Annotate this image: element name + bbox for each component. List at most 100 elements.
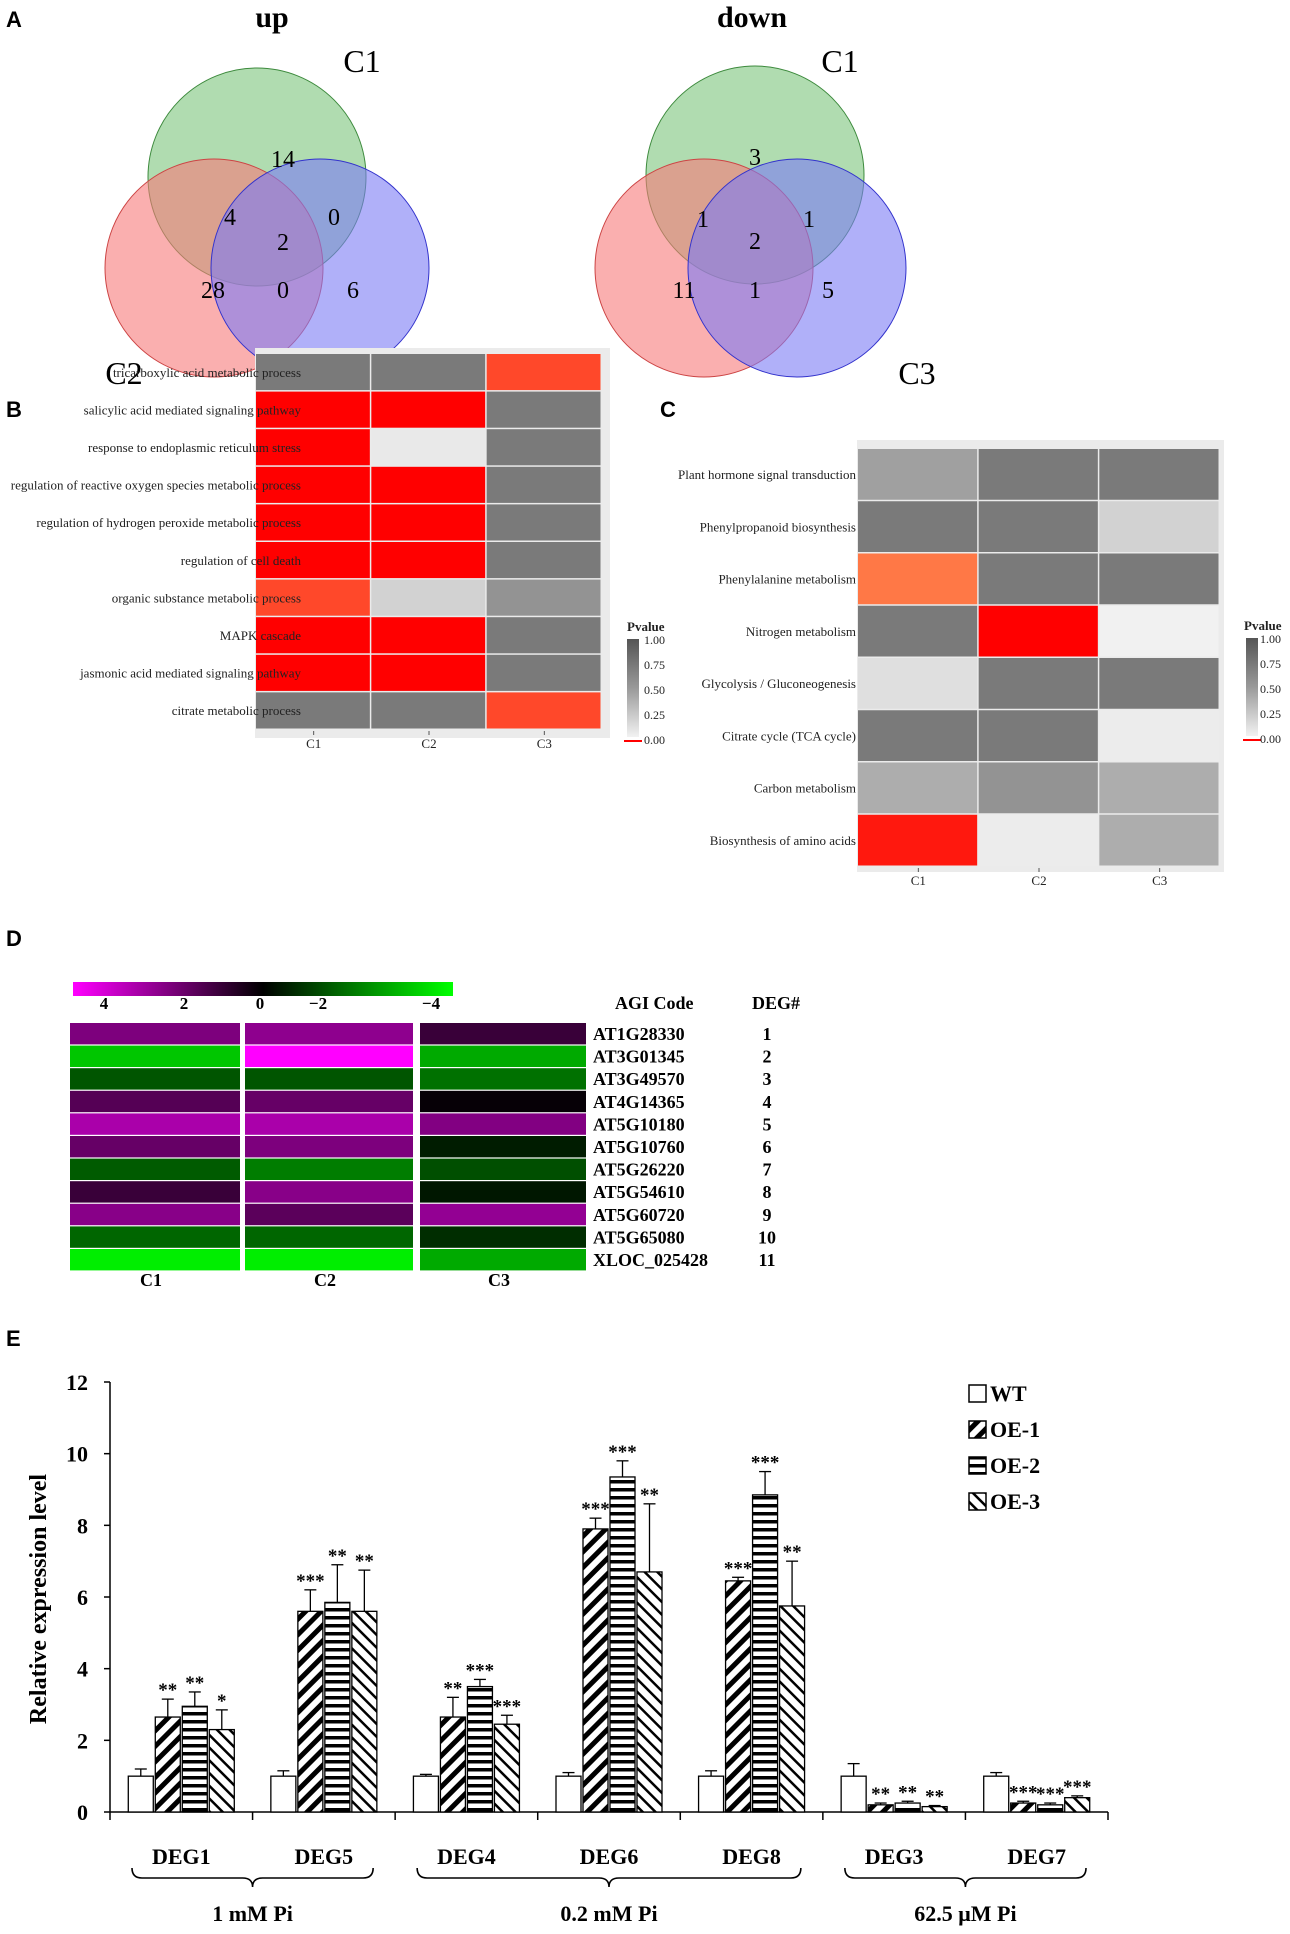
heatmap-b-row-label: tricarboxylic acid metabolic process: [113, 365, 301, 380]
heatmap-d-header-deg: DEG#: [752, 993, 800, 1013]
significance-label: ***: [751, 1453, 780, 1474]
heatmap-c-cell: [978, 553, 1098, 605]
heatmap-b-row-label: regulation of reactive oxygen species me…: [11, 478, 301, 493]
heatmap-b-cell: [486, 654, 601, 691]
heatmap-c-legend-tick: 0.25: [1260, 707, 1281, 721]
heatmap-c-col-label: C1: [911, 873, 926, 888]
heatmap-c-cell: [978, 814, 1098, 866]
heatmap-b-cell: [486, 542, 601, 579]
heatmap-d-cell: [245, 1136, 413, 1158]
heatmap-c-cell: [858, 658, 978, 709]
venn-down-count-c2-c3: 1: [749, 278, 761, 304]
heatmap-d-deg-number: 7: [763, 1160, 772, 1180]
bar-oe2-deg3: [894, 1802, 921, 1813]
heatmap-c-legend-tick: 0.75: [1260, 657, 1281, 671]
heatmap-b-row-label: citrate metabolic process: [172, 703, 301, 718]
heatmap-b-cell: [486, 429, 601, 466]
heatmap-d-deg-number: 10: [758, 1227, 776, 1247]
heatmap-d-cell: [245, 1023, 413, 1045]
heatmap-d-agi-code: AT5G54610: [593, 1182, 685, 1202]
significance-label: **: [443, 1678, 462, 1699]
significance-label: **: [158, 1680, 177, 1701]
group-brace: [416, 1867, 802, 1888]
heatmap-d-cell: [420, 1249, 586, 1271]
heatmap-d-deg-number: 11: [758, 1250, 775, 1270]
heatmap-d-deg-number: 9: [763, 1205, 772, 1225]
y-axis-tick-label: 4: [77, 1657, 88, 1682]
bar-oe2-deg5: [324, 1601, 351, 1813]
x-axis-category-label: DEG4: [437, 1844, 496, 1869]
heatmap-d-cell: [420, 1181, 586, 1203]
heatmap-b-cell: [371, 692, 486, 729]
legend-label-wt: WT: [990, 1381, 1027, 1406]
heatmap-b-row-label: regulation of hydrogen peroxide metaboli…: [36, 515, 301, 530]
x-axis-category-label: DEG8: [722, 1844, 781, 1869]
heatmap-c-cell: [1099, 553, 1219, 605]
heatmap-c-row-label: Phenylpropanoid biosynthesis: [700, 519, 856, 534]
heatmap-d-agi-code: AT5G26220: [593, 1160, 685, 1180]
heatmap-b-cell: [486, 692, 601, 729]
heatmap-c-legend-colorbar: [1246, 638, 1258, 736]
heatmap-d-cell: [70, 1090, 240, 1113]
heatmap-b-row-label: jasmonic acid mediated signaling pathway: [79, 666, 301, 681]
bar-oe3-deg6: [636, 1571, 663, 1813]
x-axis-category-label: DEG5: [295, 1844, 354, 1869]
heatmap-d-cell: [70, 1136, 240, 1158]
bar-oe2-deg4: [466, 1685, 494, 1813]
legend-swatch-oe1: [968, 1420, 987, 1439]
heatmap-d-cell: [70, 1249, 240, 1271]
x-axis-category-label: DEG3: [865, 1844, 924, 1869]
bar-wt-deg7: [983, 1775, 1010, 1813]
heatmap-c-cell: [858, 710, 978, 761]
significance-label: *: [217, 1691, 227, 1712]
heatmap-c-row-label: Nitrogen metabolism: [746, 624, 856, 639]
heatmap-d-agi-code: AT5G60720: [593, 1205, 685, 1225]
heatmap-d-col-label: C2: [314, 1270, 336, 1290]
heatmap-c-cell: [978, 710, 1098, 761]
venn-down-label-c1: C1: [821, 43, 858, 79]
heatmap-d-cell: [245, 1181, 413, 1203]
heatmap-b-cell: [256, 354, 370, 391]
bar-oe1-deg1: [154, 1716, 181, 1813]
significance-label: ***: [493, 1696, 522, 1717]
heatmap-c-cell: [858, 501, 978, 552]
legend-label-oe1: OE-1: [990, 1417, 1040, 1442]
heatmap-b-cell: [486, 579, 601, 616]
venn-down-count-c3-only: 5: [822, 278, 834, 304]
heatmap-c-legend-tick: 1.00: [1260, 632, 1281, 646]
significance-label: ***: [1063, 1777, 1092, 1798]
significance-label: **: [328, 1546, 347, 1567]
venn-down-label-c3: C3: [898, 355, 935, 391]
heatmap-d-cell: [420, 1158, 586, 1180]
heatmap-d-deg-number: 3: [763, 1069, 772, 1089]
heatmap-d-agi-code: AT3G49570: [593, 1069, 685, 1089]
y-axis-tick-label: 2: [77, 1728, 88, 1753]
bar-oe1-deg6: [582, 1528, 609, 1813]
heatmap-d-cell: [420, 1068, 586, 1090]
significance-label: **: [925, 1787, 944, 1808]
heatmap-d-col-label: C3: [488, 1270, 510, 1290]
heatmap-d-scale-tick: 4: [100, 994, 109, 1013]
heatmap-d-deg-number: 8: [763, 1182, 772, 1202]
heatmap-b-cell: [486, 466, 601, 503]
bar-oe3-deg4: [493, 1723, 521, 1813]
significance-label: ***: [581, 1499, 610, 1520]
heatmap-d-cell: [420, 1113, 586, 1135]
heatmap-d-cell: [420, 1226, 586, 1248]
heatmap-b-cell: [486, 617, 601, 654]
heatmap-d-agi-code: AT4G14365: [593, 1092, 685, 1112]
heatmap-b-cell: [256, 579, 370, 616]
x-axis-category-label: DEG1: [152, 1844, 211, 1869]
heatmap-d-deg-number: 6: [763, 1137, 772, 1157]
panel-label-a: A: [6, 7, 22, 32]
group-label: 62.5 μM Pi: [914, 1901, 1016, 1926]
heatmap-b-legend-tick: 0.00: [644, 733, 665, 747]
heatmap-d-cell: [70, 1181, 240, 1203]
heatmap-c-cell: [978, 605, 1098, 657]
venn-down-count-c2-only: 11: [672, 278, 695, 304]
bar-chart-legend: WT OE-1 OE-2 OE-3: [968, 1381, 1040, 1514]
heatmap-d-cell: [245, 1203, 413, 1226]
x-axis-category-label: DEG7: [1007, 1844, 1066, 1869]
heatmap-c-row-label: Carbon metabolism: [754, 781, 856, 796]
